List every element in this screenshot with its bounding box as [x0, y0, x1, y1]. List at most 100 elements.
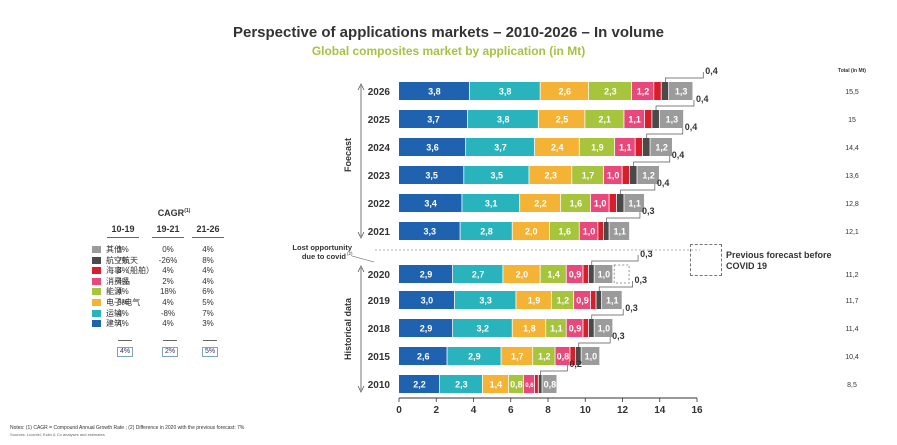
callout-label: 0,4	[672, 150, 685, 160]
bar-segment	[453, 265, 503, 283]
bar-value-label: 2,2	[534, 199, 547, 209]
legend-swatch	[92, 309, 101, 317]
historical-arrowhead-top	[357, 265, 365, 273]
bar-value-label: 2,7	[472, 270, 485, 280]
legend-row: 运输 4% -8% 7%	[92, 309, 242, 319]
bar-value-label: 2,6	[417, 352, 430, 362]
cagr-value: 3%	[202, 319, 214, 329]
bar-segment	[399, 319, 453, 337]
sources: Sources: Lucintel, Estin & Co analyses a…	[10, 432, 105, 437]
callout-label: 0,3	[625, 303, 638, 313]
bar-segment	[581, 347, 600, 365]
bar-value-label: 0,8	[544, 380, 557, 390]
bar-value-label: 2,0	[525, 227, 538, 237]
bar-segment	[534, 138, 579, 156]
bar-value-label: 1,6	[570, 199, 583, 209]
bar-segment	[603, 222, 609, 240]
year-label: 2025	[368, 115, 391, 126]
legend-label: 运输	[106, 308, 122, 318]
bar-value-label: 1,0	[607, 171, 620, 181]
callout-line	[578, 337, 611, 347]
x-tick-label: 2	[433, 405, 439, 416]
bar-segment	[512, 222, 550, 240]
cagr-value: 4%	[162, 266, 174, 276]
legend-label: 建筑	[106, 319, 122, 329]
bar-value-label: 3,4	[424, 199, 437, 209]
bar-value-label: 1,3	[666, 115, 679, 125]
bar-segment	[661, 82, 669, 100]
legend-label: 航空航天	[106, 255, 138, 265]
bar-segment	[659, 110, 684, 128]
bar-value-label: 2,0	[516, 270, 529, 280]
bar-segment	[624, 194, 645, 212]
total-header: Total (in Mt)	[838, 68, 866, 74]
cagr-value: 2%	[162, 276, 174, 286]
bar-value-label: 2,8	[480, 227, 493, 237]
chart-subtitle: Global composites market by application …	[311, 44, 586, 58]
legend-swatch	[92, 246, 101, 253]
bar-value-label: 3,5	[425, 171, 438, 181]
cagr-total-box: 5%	[202, 347, 218, 357]
bar-segment	[596, 291, 602, 309]
legend-row: 电子/电气 3% 4% 5%	[92, 298, 242, 308]
callout-line	[620, 184, 656, 194]
x-tick-label: 12	[617, 405, 629, 416]
bar-value-label: 3,7	[427, 115, 440, 125]
bar-value-label: 3,8	[499, 87, 512, 97]
cagr-value: 3%	[117, 245, 129, 254]
callout-label: 0,4	[696, 94, 709, 104]
bar-value-label: 1,0	[585, 352, 598, 362]
bar-segment	[652, 110, 659, 128]
x-tick-label: 10	[580, 405, 592, 416]
row-total: 11,4	[845, 326, 858, 333]
bar-segment	[624, 110, 645, 128]
bar-segment	[464, 166, 529, 184]
bar-segment	[453, 319, 512, 337]
x-tick-label: 8	[545, 405, 551, 416]
x-tick-label: 14	[654, 405, 666, 416]
bar-value-label: 1,1	[550, 324, 563, 334]
cagr-total-rule	[163, 340, 177, 341]
bar-segment	[583, 319, 589, 337]
bar-segment	[523, 375, 535, 393]
callout-line	[598, 281, 633, 291]
bar-value-label: 3,8	[428, 87, 441, 97]
bar-value-label: 1,0	[598, 324, 611, 334]
row-total: 11,7	[845, 298, 858, 305]
bar-segment	[399, 347, 447, 365]
year-label: 2023	[368, 171, 391, 182]
bar-segment	[529, 166, 572, 184]
callout-label: 0,3	[642, 206, 655, 216]
lost-opportunity-pointer	[351, 255, 375, 263]
bar-value-label: 2,3	[455, 380, 468, 390]
bar-value-label: 2,9	[468, 352, 481, 362]
cagr-header-rule	[107, 237, 139, 238]
legend-label: 海事（船舶）	[106, 266, 154, 276]
cagr-value: 4%	[162, 319, 174, 329]
bar-segment	[534, 375, 538, 393]
cagr-value: 0%	[162, 245, 174, 254]
previous-forecast-label: Previous forecast before COVID 19	[726, 250, 832, 271]
historical-label: Historical data	[343, 297, 353, 360]
bar-segment	[585, 110, 624, 128]
bar-segment	[631, 82, 654, 100]
bar-segment	[570, 347, 576, 365]
bar-value-label: 1,0	[598, 270, 611, 280]
bar-value-label: 3,5	[491, 171, 504, 181]
bar-value-label: 1,7	[511, 352, 524, 362]
bar-value-label: 0,6	[525, 383, 534, 389]
bar-segment	[482, 375, 509, 393]
bar-value-label: 1,3	[675, 87, 688, 97]
bar-segment	[399, 194, 462, 212]
cagr-column-header: 19-21	[156, 224, 180, 234]
bar-value-label: 1,7	[582, 171, 595, 181]
legend-swatch	[92, 299, 101, 306]
bar-value-label: 1,1	[606, 296, 619, 306]
bar-segment	[566, 265, 583, 283]
year-label: 2019	[368, 296, 391, 307]
bar-segment	[462, 194, 520, 212]
legend-row: 其他 3% 0% 4%	[92, 245, 242, 255]
bar-value-label: 2,9	[420, 324, 433, 334]
bar-segment	[588, 82, 632, 100]
callout-line	[606, 212, 641, 222]
